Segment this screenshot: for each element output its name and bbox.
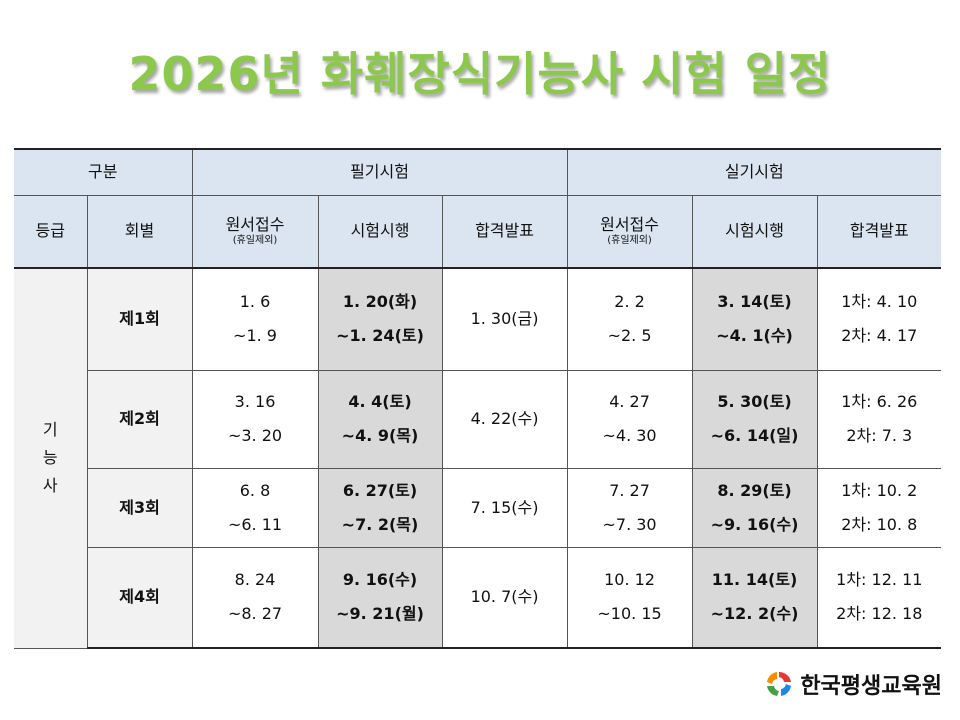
apply-note: (휴일제외) xyxy=(607,235,652,247)
practical-result-cell-line: 2차: 12. 18 xyxy=(836,604,923,624)
practical-apply-cell: 4. 27 ~4. 30 xyxy=(566,369,693,469)
written-exam-cell: 4. 4(토) ~4. 9(목) xyxy=(317,369,443,469)
practical-result-cell-line: 2차: 10. 8 xyxy=(841,514,918,534)
written-apply-cell: 1. 6 ~1. 9 xyxy=(191,267,319,371)
written-result-cell: 10. 7(수) xyxy=(441,546,568,649)
practical-exam-cell-line: 8. 29(토) xyxy=(717,480,792,500)
practical-exam-cell-line: ~4. 1(수) xyxy=(716,326,793,346)
practical-result-cell: 1차: 12. 11 2차: 12. 18 xyxy=(816,546,942,649)
written-apply-cell: 3. 16 ~3. 20 xyxy=(191,369,319,469)
written-apply-cell: 8. 24 ~8. 27 xyxy=(191,546,319,649)
written-exam-cell-line: ~9. 21(월) xyxy=(336,604,424,624)
written-apply-cell: 6. 8 ~6. 11 xyxy=(191,467,319,548)
practical-apply-cell-line: 7. 27 xyxy=(609,480,650,500)
practical-apply-cell-line: ~7. 30 xyxy=(602,514,657,534)
practical-exam-cell-line: ~9. 16(수) xyxy=(710,514,799,534)
written-exam-cell-line: 9. 16(수) xyxy=(342,570,418,590)
grade-char: 기 xyxy=(42,420,58,440)
written-apply-header: 원서접수 (휴일제외) xyxy=(191,194,319,269)
written-apply-cell-line: ~8. 27 xyxy=(227,604,283,624)
practical-apply-cell-line: ~4. 30 xyxy=(602,426,657,445)
logo-icon xyxy=(767,671,792,696)
table-row: 제4회 8. 24 ~8. 27 9. 16(수) ~9. 21(월) 10. 7(수) 1… xyxy=(14,546,942,649)
written-exam-cell: 1. 20(화) ~1. 24(토) xyxy=(317,267,443,371)
practical-result-header: 합격발표 xyxy=(816,194,942,269)
practical-apply-cell-line: ~10. 15 xyxy=(597,604,662,624)
practical-exam-cell-line: 5. 30(토) xyxy=(717,392,792,411)
written-exam-cell: 6. 27(토) ~7. 2(목) xyxy=(317,467,443,548)
practical-result-cell-line: 1차: 4. 10 xyxy=(841,292,918,312)
written-result-cell: 4. 22(수) xyxy=(441,369,568,469)
practical-exam-cell-line: 3. 14(토) xyxy=(717,292,792,312)
written-apply-cell-line: 6. 8 xyxy=(239,480,271,500)
practical-exam-cell: 8. 29(토) ~9. 16(수) xyxy=(691,467,818,548)
written-apply-cell-line: 8. 24 xyxy=(234,570,276,590)
written-apply-cell-line: 1. 6 xyxy=(239,292,271,312)
practical-result-cell: 1차: 10. 2 2차: 10. 8 xyxy=(816,467,942,548)
apply-note: (휴일제외) xyxy=(232,235,278,247)
practical-result-cell-line: 1차: 6. 26 xyxy=(841,392,918,411)
written-exam-cell-line: ~1. 24(토) xyxy=(336,326,424,346)
header-row-1: 구분 필기시험 실기시험 xyxy=(14,148,942,196)
header-row-2: 등급 회별 원서접수 (휴일제외) 시험시행 합격발표 원서접수 (휴일제외) 시험… xyxy=(14,194,942,269)
written-result-cell: 7. 15(수) xyxy=(441,467,568,548)
exam-schedule-table: 구분 필기시험 실기시험 등급 회별 원서접수 (휴일제외) 시험시행 합격발표 … xyxy=(14,148,942,649)
practical-exam-date-header: 시험시행 xyxy=(691,194,818,269)
written-apply-cell-line: ~6. 11 xyxy=(227,514,283,534)
written-apply-cell-line: ~1. 9 xyxy=(233,326,277,346)
written-exam-cell-line: ~4. 9(목) xyxy=(341,426,419,445)
written-apply-cell-line: 3. 16 xyxy=(234,392,276,411)
practical-exam-cell-line: 11. 14(토) xyxy=(711,570,798,590)
practical-result-cell: 1차: 6. 26 2차: 7. 3 xyxy=(816,369,942,469)
written-exam-cell-line: 4. 4(토) xyxy=(348,392,412,411)
practical-apply-header: 원서접수 (휴일제외) xyxy=(566,194,693,269)
practical-result-cell-line: 2차: 4. 17 xyxy=(841,326,918,346)
round-cell: 제4회 xyxy=(87,546,193,649)
round-cell: 제1회 xyxy=(86,267,193,371)
logo-text: 한국평생교육원 xyxy=(800,674,942,699)
practical-exam-header: 실기시험 xyxy=(566,148,942,196)
practical-exam-cell-line: ~6. 14(일) xyxy=(710,426,799,445)
round-header: 회별 xyxy=(86,194,193,269)
table-row: 제3회 6. 8 ~6. 11 6. 27(토) ~7. 2(목) 7. 15(수) 7. … xyxy=(14,467,942,548)
institute-logo: 한국평생교육원 xyxy=(764,668,942,700)
practical-apply-cell: 7. 27 ~7. 30 xyxy=(566,467,693,548)
practical-result-cell-line: 1차: 10. 2 xyxy=(841,480,918,500)
written-exam-cell-line: 1. 20(화) xyxy=(342,292,418,312)
category-header: 구분 xyxy=(14,148,193,196)
practical-apply-cell: 2. 2 ~2. 5 xyxy=(566,267,693,371)
page-title: 2026년 화훼장식기능사 시험 일정 xyxy=(128,47,832,101)
written-exam-cell-line: ~7. 2(목) xyxy=(341,514,419,534)
practical-result-cell-line: 1차: 12. 11 xyxy=(836,570,923,590)
table-row: 제2회 3. 16 ~3. 20 4. 4(토) ~4. 9(목) 4. 22(수) 4. … xyxy=(14,369,942,469)
round-cell: 제3회 xyxy=(87,467,193,548)
practical-apply-cell-line: 10. 12 xyxy=(604,570,655,590)
practical-exam-cell-line: ~12. 2(수) xyxy=(710,604,799,624)
written-result-header: 합격발표 xyxy=(441,194,568,269)
round-cell: 제2회 xyxy=(87,369,193,469)
practical-exam-cell: 3. 14(토) ~4. 1(수) xyxy=(691,267,818,371)
grade-char: 사 xyxy=(42,476,58,496)
practical-exam-cell: 11. 14(토) ~12. 2(수) xyxy=(691,546,818,649)
practical-apply-cell-line: 2. 2 xyxy=(614,292,645,312)
practical-apply-cell-line: ~2. 5 xyxy=(607,326,652,346)
practical-apply-cell-line: 4. 27 xyxy=(609,392,650,411)
written-exam-header: 필기시험 xyxy=(191,148,568,196)
grade-header: 등급 xyxy=(14,194,88,269)
written-exam-date-header: 시험시행 xyxy=(317,194,443,269)
written-apply-cell-line: ~3. 20 xyxy=(227,426,283,445)
written-result-cell: 1. 30(금) xyxy=(441,267,568,371)
practical-result-cell: 1차: 4. 10 2차: 4. 17 xyxy=(816,267,942,371)
apply-label: 원서접수 xyxy=(600,215,659,235)
written-exam-cell: 9. 16(수) ~9. 21(월) xyxy=(317,546,443,649)
practical-exam-cell: 5. 30(토) ~6. 14(일) xyxy=(691,369,818,469)
apply-label: 원서접수 xyxy=(225,215,285,235)
written-exam-cell-line: 6. 27(토) xyxy=(342,480,418,500)
grade-char: 능 xyxy=(42,448,58,468)
table-row: 기 능 사 제1회 1. 6 ~1. 9 1. 20(화) ~1. 24(토) 1. 30(금)… xyxy=(14,267,942,649)
practical-result-cell-line: 2차: 7. 3 xyxy=(846,426,913,445)
practical-apply-cell: 10. 12 ~10. 15 xyxy=(566,546,693,649)
